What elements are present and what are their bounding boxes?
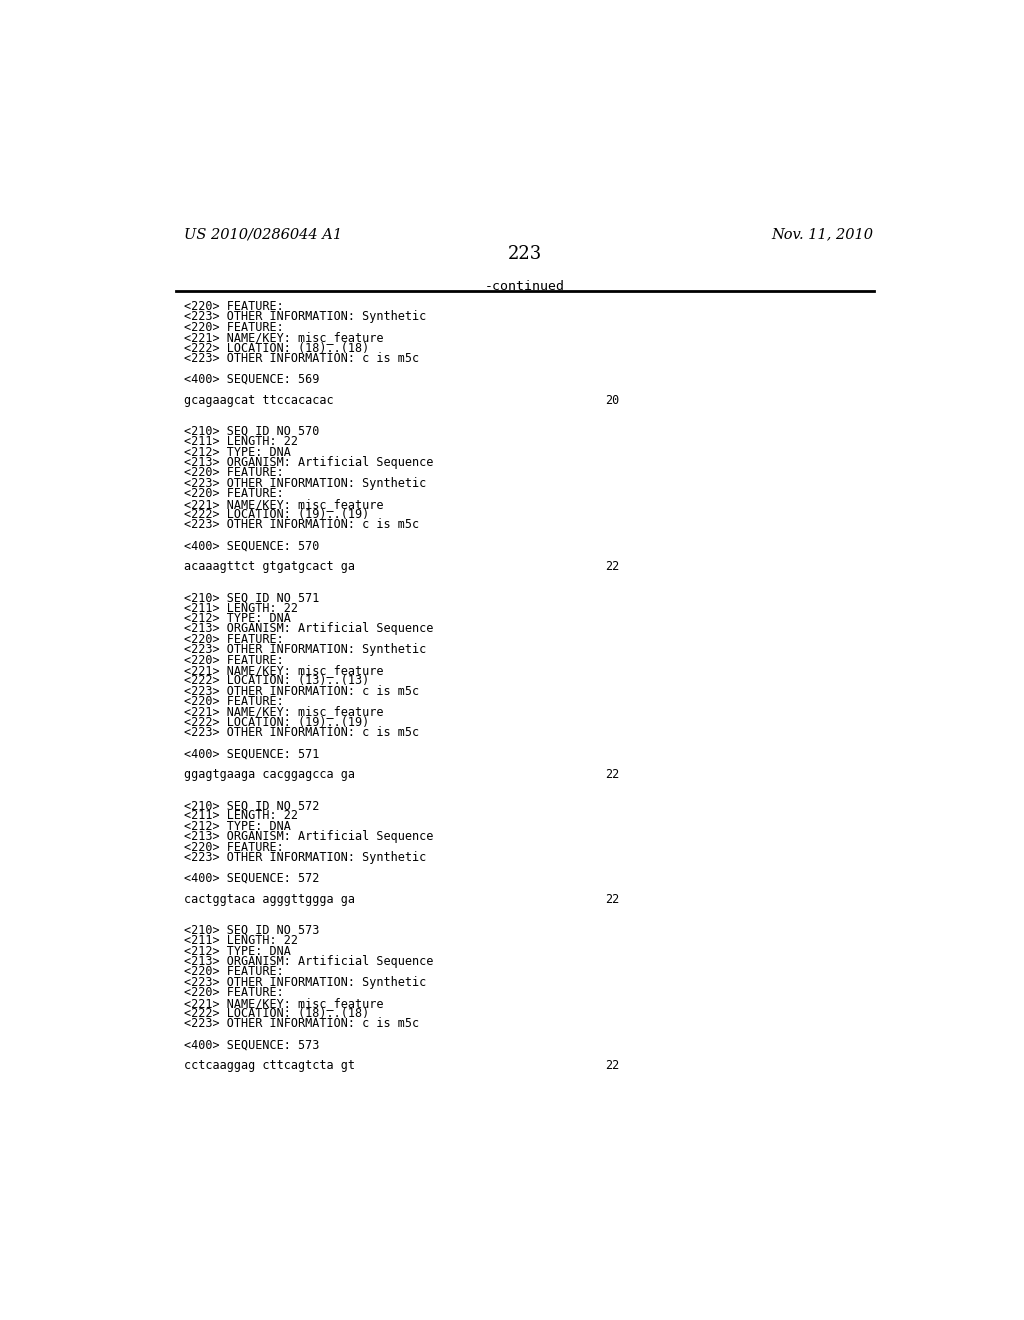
Text: <220> FEATURE:: <220> FEATURE: [183,632,284,645]
Text: <222> LOCATION: (19)..(19): <222> LOCATION: (19)..(19) [183,508,369,521]
Text: <223> OTHER INFORMATION: Synthetic: <223> OTHER INFORMATION: Synthetic [183,851,426,865]
Text: <400> SEQUENCE: 569: <400> SEQUENCE: 569 [183,372,319,385]
Text: <220> FEATURE:: <220> FEATURE: [183,965,284,978]
Text: acaaagttct gtgatgcact ga: acaaagttct gtgatgcact ga [183,560,354,573]
Text: <221> NAME/KEY: misc_feature: <221> NAME/KEY: misc_feature [183,997,383,1010]
Text: <210> SEQ ID NO 570: <210> SEQ ID NO 570 [183,425,319,438]
Text: <221> NAME/KEY: misc_feature: <221> NAME/KEY: misc_feature [183,331,383,345]
Text: <211> LENGTH: 22: <211> LENGTH: 22 [183,809,298,822]
Text: <220> FEATURE:: <220> FEATURE: [183,321,284,334]
Text: <220> FEATURE:: <220> FEATURE: [183,841,284,854]
Text: -continued: -continued [484,280,565,293]
Text: <400> SEQUENCE: 572: <400> SEQUENCE: 572 [183,871,319,884]
Text: <220> FEATURE:: <220> FEATURE: [183,696,284,708]
Text: <223> OTHER INFORMATION: c is m5c: <223> OTHER INFORMATION: c is m5c [183,352,419,366]
Text: ggagtgaaga cacggagcca ga: ggagtgaaga cacggagcca ga [183,768,354,781]
Text: <212> TYPE: DNA: <212> TYPE: DNA [183,820,291,833]
Text: <221> NAME/KEY: misc_feature: <221> NAME/KEY: misc_feature [183,498,383,511]
Text: 22: 22 [604,892,618,906]
Text: <223> OTHER INFORMATION: c is m5c: <223> OTHER INFORMATION: c is m5c [183,519,419,532]
Text: 22: 22 [604,768,618,781]
Text: <222> LOCATION: (13)..(13): <222> LOCATION: (13)..(13) [183,675,369,688]
Text: <400> SEQUENCE: 571: <400> SEQUENCE: 571 [183,747,319,760]
Text: <212> TYPE: DNA: <212> TYPE: DNA [183,446,291,458]
Text: <400> SEQUENCE: 573: <400> SEQUENCE: 573 [183,1038,319,1051]
Text: <220> FEATURE:: <220> FEATURE: [183,300,284,313]
Text: <220> FEATURE:: <220> FEATURE: [183,487,284,500]
Text: <222> LOCATION: (19)..(19): <222> LOCATION: (19)..(19) [183,715,369,729]
Text: <223> OTHER INFORMATION: Synthetic: <223> OTHER INFORMATION: Synthetic [183,477,426,490]
Text: <223> OTHER INFORMATION: Synthetic: <223> OTHER INFORMATION: Synthetic [183,310,426,323]
Text: <220> FEATURE:: <220> FEATURE: [183,466,284,479]
Text: <210> SEQ ID NO 573: <210> SEQ ID NO 573 [183,924,319,937]
Text: <210> SEQ ID NO 572: <210> SEQ ID NO 572 [183,799,319,812]
Text: cctcaaggag cttcagtcta gt: cctcaaggag cttcagtcta gt [183,1059,354,1072]
Text: 223: 223 [508,244,542,263]
Text: <223> OTHER INFORMATION: c is m5c: <223> OTHER INFORMATION: c is m5c [183,685,419,698]
Text: Nov. 11, 2010: Nov. 11, 2010 [771,227,873,242]
Text: <400> SEQUENCE: 570: <400> SEQUENCE: 570 [183,539,319,552]
Text: <212> TYPE: DNA: <212> TYPE: DNA [183,945,291,957]
Text: <213> ORGANISM: Artificial Sequence: <213> ORGANISM: Artificial Sequence [183,954,433,968]
Text: <213> ORGANISM: Artificial Sequence: <213> ORGANISM: Artificial Sequence [183,622,433,635]
Text: <221> NAME/KEY: misc_feature: <221> NAME/KEY: misc_feature [183,705,383,718]
Text: cactggtaca agggttggga ga: cactggtaca agggttggga ga [183,892,354,906]
Text: <211> LENGTH: 22: <211> LENGTH: 22 [183,436,298,449]
Text: 22: 22 [604,1059,618,1072]
Text: <211> LENGTH: 22: <211> LENGTH: 22 [183,935,298,948]
Text: <213> ORGANISM: Artificial Sequence: <213> ORGANISM: Artificial Sequence [183,455,433,469]
Text: <223> OTHER INFORMATION: Synthetic: <223> OTHER INFORMATION: Synthetic [183,975,426,989]
Text: <222> LOCATION: (18)..(18): <222> LOCATION: (18)..(18) [183,342,369,355]
Text: <223> OTHER INFORMATION: Synthetic: <223> OTHER INFORMATION: Synthetic [183,643,426,656]
Text: 22: 22 [604,560,618,573]
Text: 20: 20 [604,393,618,407]
Text: <210> SEQ ID NO 571: <210> SEQ ID NO 571 [183,591,319,605]
Text: <223> OTHER INFORMATION: c is m5c: <223> OTHER INFORMATION: c is m5c [183,1018,419,1031]
Text: <223> OTHER INFORMATION: c is m5c: <223> OTHER INFORMATION: c is m5c [183,726,419,739]
Text: <220> FEATURE:: <220> FEATURE: [183,986,284,999]
Text: <211> LENGTH: 22: <211> LENGTH: 22 [183,602,298,615]
Text: gcagaagcat ttccacacac: gcagaagcat ttccacacac [183,393,334,407]
Text: <220> FEATURE:: <220> FEATURE: [183,653,284,667]
Text: <221> NAME/KEY: misc_feature: <221> NAME/KEY: misc_feature [183,664,383,677]
Text: US 2010/0286044 A1: US 2010/0286044 A1 [183,227,342,242]
Text: <213> ORGANISM: Artificial Sequence: <213> ORGANISM: Artificial Sequence [183,830,433,843]
Text: <212> TYPE: DNA: <212> TYPE: DNA [183,612,291,624]
Text: <222> LOCATION: (18)..(18): <222> LOCATION: (18)..(18) [183,1007,369,1020]
